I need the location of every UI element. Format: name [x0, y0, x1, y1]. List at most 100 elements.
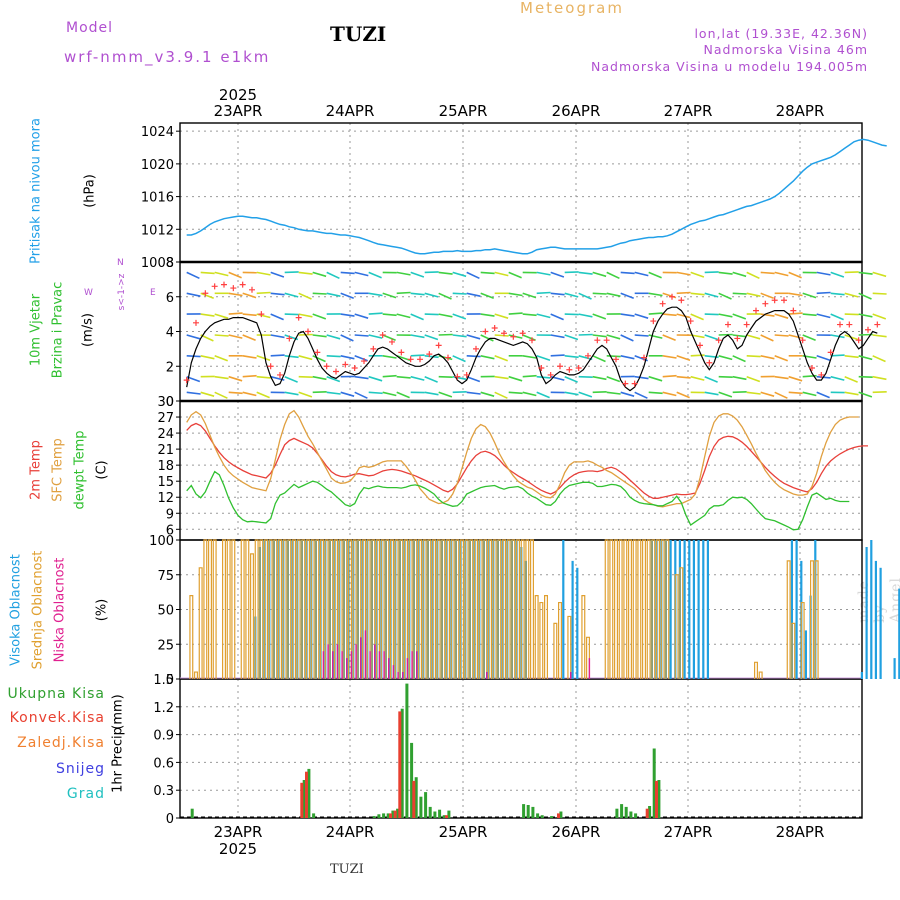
wind-arrow	[466, 375, 481, 383]
cloud-bar-2	[369, 651, 371, 679]
gust-marker	[827, 349, 834, 356]
top-day-label-1: 24APR	[326, 102, 375, 120]
cloud-bar-1	[222, 539, 226, 679]
wind-arrow	[662, 374, 677, 378]
wind-arrow	[368, 271, 382, 279]
cloud-bar-2	[402, 672, 404, 679]
gust-marker	[874, 321, 881, 328]
footer-station: TUZI	[330, 862, 364, 877]
cloud-bar-1	[679, 567, 684, 679]
wind-arrow	[340, 391, 355, 397]
wind-arrow	[858, 313, 873, 318]
wind-arrow	[438, 292, 452, 300]
gust-marker	[286, 335, 293, 342]
wind-arrow	[564, 271, 579, 274]
cloud-bar-1	[460, 539, 464, 679]
wind-arrow	[550, 313, 564, 321]
cloud-bar-1	[390, 539, 394, 679]
cloud-bar-1	[324, 539, 329, 679]
wind-arrow	[662, 355, 677, 359]
wind-arrow	[340, 292, 354, 300]
gust-marker	[305, 328, 311, 335]
cloud-bar-1	[352, 539, 357, 679]
gust-marker	[622, 380, 629, 387]
precip-bar-1	[445, 815, 448, 818]
wind-arrow	[718, 375, 733, 378]
wind-arrow	[718, 333, 733, 336]
wind-arrow	[704, 313, 719, 316]
cloud-bar-1	[212, 539, 217, 679]
cloud-bar-0	[576, 567, 579, 679]
gust-marker	[295, 314, 302, 321]
cloud-ytick-label-0: 0	[166, 673, 174, 688]
wind-arrow	[382, 313, 397, 317]
wind-arrow	[676, 375, 691, 379]
wind-arrow	[774, 375, 789, 380]
wind-arrow	[410, 354, 425, 357]
cloud-bar-1	[348, 539, 352, 679]
pressure-series-0	[186, 138, 887, 255]
gust-marker	[603, 337, 610, 344]
precip-bar-0	[428, 806, 432, 818]
wind-arrow	[606, 391, 621, 395]
cloud-bar-2	[416, 651, 418, 679]
gust-marker	[389, 338, 395, 345]
wind-arrow	[270, 271, 285, 278]
wind-arrow	[578, 355, 593, 361]
wind-arrow	[438, 271, 453, 275]
wind-arrow	[424, 313, 439, 316]
cloud-bar-2	[392, 665, 395, 679]
wind-arrow	[466, 271, 480, 280]
cloud-bar-1	[814, 560, 819, 679]
wind-arrow	[592, 375, 607, 381]
wind-arrow	[676, 313, 691, 319]
cloud-bar-1	[306, 539, 310, 679]
wind-arrow	[718, 355, 733, 361]
wind-arrow	[788, 312, 803, 315]
gust-marker	[547, 371, 554, 378]
cloud-bar-2	[378, 651, 381, 679]
wind-arrow	[522, 391, 537, 397]
wind-arrow	[382, 374, 397, 378]
cloud-bar-2	[327, 644, 329, 680]
wind-arrow	[312, 391, 327, 394]
wind-arrow	[186, 292, 201, 297]
wind-arrow	[704, 334, 719, 341]
wind-arrow	[648, 334, 663, 339]
wind-arrow	[438, 333, 453, 336]
wind-arrow	[746, 375, 761, 383]
wind-arrow	[298, 355, 313, 361]
cloud-bar-1	[301, 539, 306, 679]
gust-marker	[557, 363, 563, 370]
wind-arrow	[564, 375, 578, 383]
wind-arrow	[396, 375, 411, 379]
wind-arrow	[536, 355, 551, 361]
cloud-bar-1	[534, 595, 539, 679]
gust-marker	[650, 318, 657, 325]
wind-arrow	[494, 355, 508, 362]
wind-arrow	[746, 391, 761, 395]
wind-arrow	[648, 375, 663, 382]
cloud-bar-1	[525, 539, 530, 679]
wind-arrow	[816, 355, 831, 361]
cloud-bar-1	[436, 539, 441, 679]
wind-arrow	[354, 355, 368, 362]
precip-bar-0	[629, 811, 633, 818]
wind-arrow	[466, 391, 481, 395]
wind-arrow	[746, 292, 761, 297]
wind-arrow	[620, 355, 635, 360]
cloud-bar-2	[374, 644, 376, 680]
cloud-bar-1	[530, 539, 534, 679]
wind-arrow	[746, 355, 761, 358]
wind-arrow	[858, 355, 873, 361]
wind-arrow	[382, 355, 397, 359]
wind-arrow	[802, 292, 817, 299]
gust-marker	[445, 354, 451, 361]
wind-arrow	[774, 313, 789, 319]
wind-arrow	[480, 292, 494, 300]
precip-bar-1	[305, 771, 308, 818]
cloud-ytick-label-4: 100	[149, 534, 174, 549]
cloud-bar-1	[264, 539, 268, 679]
cloud-bar-1	[516, 539, 520, 679]
cloud-bar-1	[362, 539, 366, 679]
